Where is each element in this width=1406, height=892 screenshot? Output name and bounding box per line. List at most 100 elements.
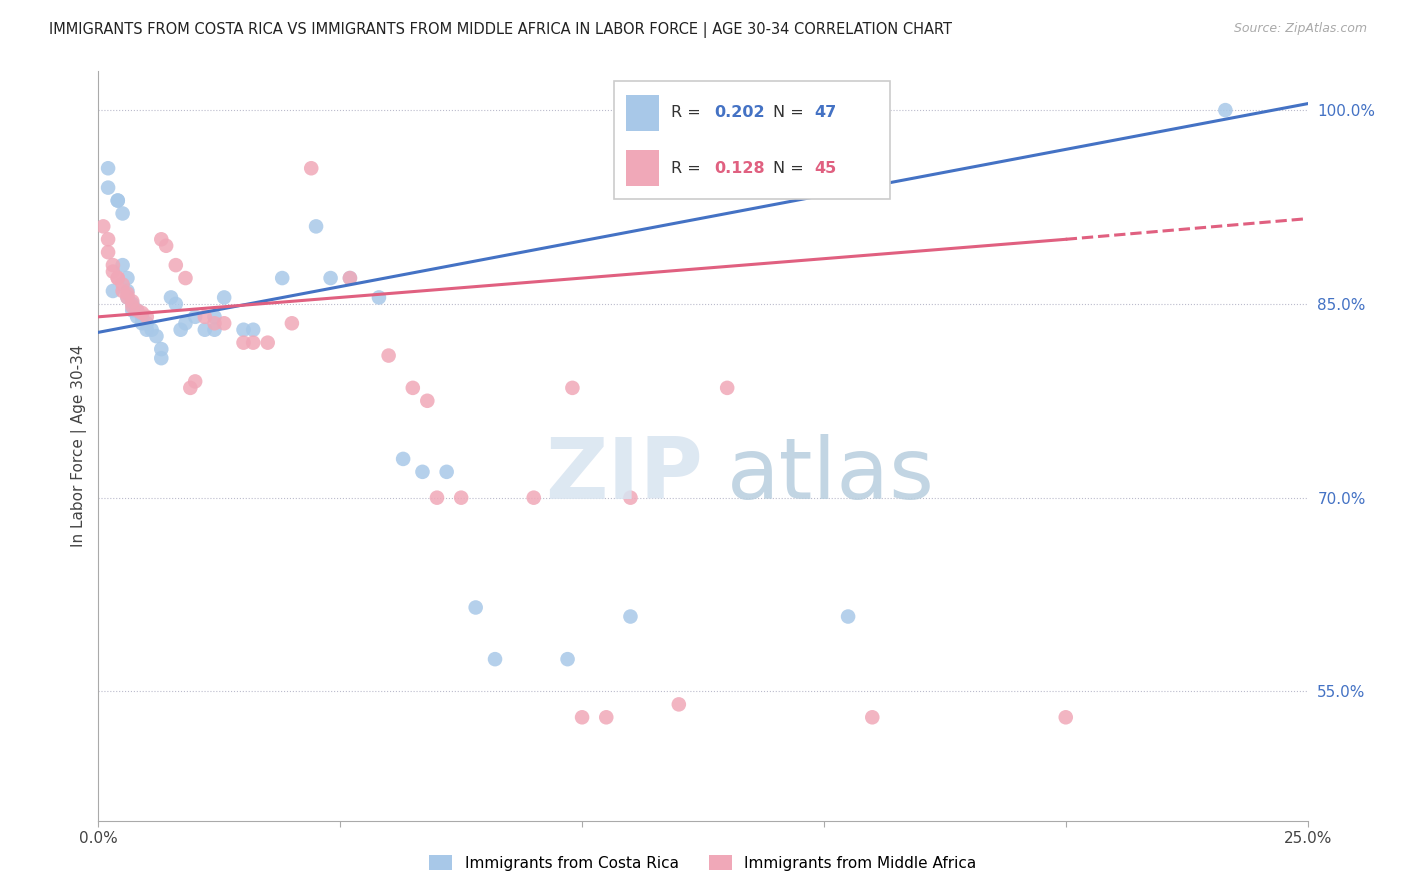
Point bbox=[232, 335, 254, 350]
Point bbox=[402, 381, 425, 395]
Point bbox=[165, 297, 187, 311]
Y-axis label: In Labor Force | Age 30-34: In Labor Force | Age 30-34 bbox=[72, 344, 87, 548]
Point bbox=[837, 609, 859, 624]
Point bbox=[194, 323, 217, 337]
Point bbox=[117, 286, 139, 301]
Point bbox=[377, 349, 399, 363]
Point bbox=[212, 290, 235, 304]
Point bbox=[117, 290, 139, 304]
Text: 47: 47 bbox=[814, 105, 837, 120]
Point bbox=[117, 284, 139, 298]
Point bbox=[619, 609, 641, 624]
Point bbox=[131, 310, 153, 324]
Point bbox=[464, 600, 486, 615]
Point bbox=[121, 297, 143, 311]
Point bbox=[135, 323, 157, 337]
Point bbox=[91, 219, 114, 234]
Point bbox=[416, 393, 439, 408]
Point bbox=[121, 300, 143, 314]
FancyBboxPatch shape bbox=[626, 95, 659, 131]
Point bbox=[107, 271, 129, 285]
Point bbox=[101, 258, 124, 272]
Point bbox=[127, 303, 149, 318]
Point bbox=[97, 180, 120, 194]
Point bbox=[127, 310, 149, 324]
Point bbox=[561, 381, 583, 395]
Point bbox=[411, 465, 433, 479]
Point bbox=[131, 306, 153, 320]
Point bbox=[619, 491, 641, 505]
Point bbox=[165, 258, 187, 272]
Point bbox=[141, 323, 163, 337]
Text: N =: N = bbox=[773, 161, 810, 176]
Point bbox=[179, 381, 201, 395]
Point bbox=[184, 310, 207, 324]
Point bbox=[194, 310, 217, 324]
Point bbox=[117, 271, 139, 285]
Point bbox=[281, 316, 304, 330]
Point bbox=[111, 277, 134, 292]
Point bbox=[450, 491, 472, 505]
Point bbox=[174, 271, 197, 285]
Point bbox=[232, 323, 254, 337]
Point bbox=[204, 316, 226, 330]
FancyBboxPatch shape bbox=[626, 150, 659, 186]
Text: Source: ZipAtlas.com: Source: ZipAtlas.com bbox=[1233, 22, 1367, 36]
Point bbox=[204, 310, 226, 324]
Point bbox=[145, 329, 167, 343]
Point bbox=[135, 310, 157, 324]
Text: IMMIGRANTS FROM COSTA RICA VS IMMIGRANTS FROM MIDDLE AFRICA IN LABOR FORCE | AGE: IMMIGRANTS FROM COSTA RICA VS IMMIGRANTS… bbox=[49, 22, 952, 38]
Point bbox=[97, 161, 120, 176]
Point bbox=[131, 316, 153, 330]
Point bbox=[392, 451, 415, 466]
Point bbox=[436, 465, 458, 479]
Point bbox=[242, 323, 264, 337]
Legend: Immigrants from Costa Rica, Immigrants from Middle Africa: Immigrants from Costa Rica, Immigrants f… bbox=[423, 848, 983, 877]
Point bbox=[716, 381, 738, 395]
Point bbox=[339, 271, 361, 285]
Point bbox=[111, 206, 134, 220]
Text: 0.128: 0.128 bbox=[714, 161, 765, 176]
Point bbox=[1054, 710, 1077, 724]
Point bbox=[101, 284, 124, 298]
Point bbox=[426, 491, 449, 505]
Point bbox=[121, 294, 143, 309]
Text: atlas: atlas bbox=[727, 434, 935, 517]
Point bbox=[271, 271, 294, 285]
Point bbox=[155, 239, 177, 253]
Point bbox=[557, 652, 579, 666]
Point bbox=[150, 232, 173, 246]
Point bbox=[305, 219, 328, 234]
Point bbox=[107, 271, 129, 285]
Point bbox=[174, 316, 197, 330]
Point bbox=[150, 342, 173, 356]
Point bbox=[860, 710, 883, 724]
Text: 45: 45 bbox=[814, 161, 837, 176]
Point bbox=[101, 264, 124, 278]
Point bbox=[111, 258, 134, 272]
Text: R =: R = bbox=[671, 105, 706, 120]
FancyBboxPatch shape bbox=[614, 81, 890, 200]
Text: R =: R = bbox=[671, 161, 706, 176]
Point bbox=[299, 161, 322, 176]
Text: N =: N = bbox=[773, 105, 810, 120]
Point bbox=[150, 351, 173, 366]
Point bbox=[1215, 103, 1237, 117]
Point bbox=[117, 290, 139, 304]
Point bbox=[184, 375, 207, 389]
Point bbox=[368, 290, 391, 304]
Point bbox=[339, 271, 361, 285]
Point bbox=[523, 491, 546, 505]
Point bbox=[204, 323, 226, 337]
Point bbox=[319, 271, 342, 285]
Text: 0.202: 0.202 bbox=[714, 105, 765, 120]
Point bbox=[484, 652, 506, 666]
Point bbox=[160, 290, 183, 304]
Point bbox=[121, 303, 143, 318]
Point bbox=[107, 194, 129, 208]
Point bbox=[97, 232, 120, 246]
Point bbox=[127, 303, 149, 318]
Point bbox=[212, 316, 235, 330]
Point bbox=[169, 323, 191, 337]
Point bbox=[571, 710, 593, 724]
